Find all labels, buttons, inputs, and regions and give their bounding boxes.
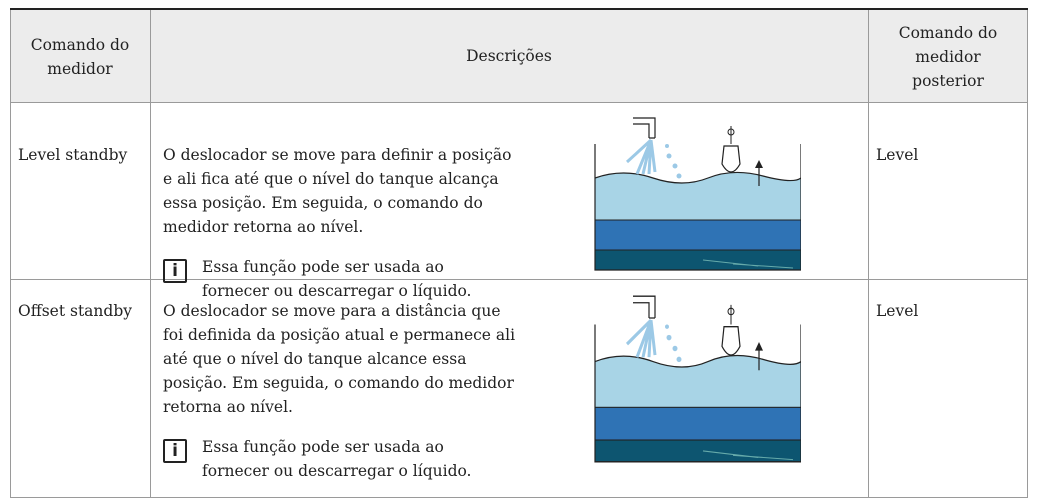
description-line: foi definida da posição atual e permanec… — [163, 326, 516, 344]
header-cell: Comando do medidor — [30, 36, 130, 78]
description-line: retorna ao nível. — [163, 398, 293, 416]
col-border — [868, 10, 869, 498]
command: Level standby — [18, 146, 128, 164]
description-line: O deslocador se move para a distância qu… — [163, 302, 501, 320]
header-cell: Descrições — [466, 47, 552, 65]
header-cell: Comando do medidor posterior — [898, 24, 998, 90]
note-line: fornecer ou descarregar o líquido. — [202, 282, 472, 300]
top-rule — [10, 8, 1028, 10]
note-line: Essa função pode ser usada ao — [202, 258, 444, 276]
description-line: essa posição. Em seguida, o comando do — [163, 194, 483, 212]
row-border — [10, 497, 1028, 498]
command: Offset standby — [18, 302, 133, 320]
note-line: fornecer ou descarregar o líquido. — [202, 462, 472, 480]
row-border — [10, 279, 1028, 280]
next-command: Level — [876, 146, 919, 164]
next-command: Level — [876, 302, 919, 320]
header-bg — [10, 10, 1028, 102]
col-border — [150, 10, 151, 498]
info-icon: i — [163, 439, 187, 463]
description-line: medidor retorna ao nível. — [163, 218, 364, 236]
description-line: posição. Em seguida, o comando do medido… — [163, 374, 514, 392]
tank-illustration — [583, 116, 801, 272]
col-border — [10, 10, 11, 498]
row-border — [10, 102, 1028, 103]
tank-illustration — [583, 294, 801, 464]
col-border — [1027, 10, 1028, 498]
note-line: Essa função pode ser usada ao — [202, 438, 444, 456]
description-line: até que o nível do tanque alcance essa — [163, 350, 467, 368]
info-icon: i — [163, 259, 187, 283]
description-line: O deslocador se move para definir a posi… — [163, 146, 512, 164]
description-line: e ali fica até que o nível do tanque alc… — [163, 170, 499, 188]
